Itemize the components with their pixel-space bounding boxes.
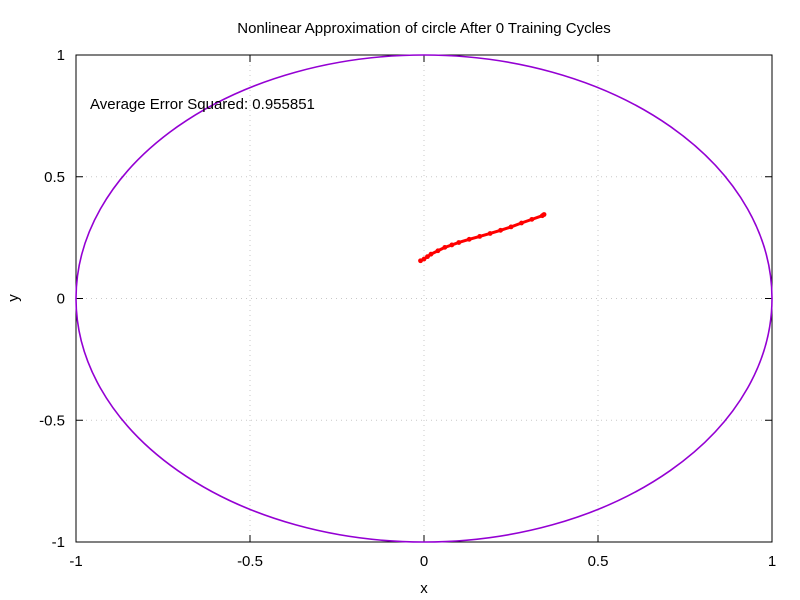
- y-tick-label: -0.5: [39, 412, 65, 429]
- circle-series-line: [75, 54, 773, 543]
- approximation-point: [477, 234, 483, 239]
- approximation-point: [421, 256, 427, 262]
- x-tick-label: 0: [420, 553, 428, 570]
- approximation-point: [449, 242, 455, 248]
- approximation-point: [425, 254, 430, 260]
- chart-title: Nonlinear Approximation of circle After …: [237, 20, 611, 37]
- approximation-point: [519, 220, 524, 226]
- approximation-point: [541, 212, 547, 217]
- x-tick-label: -1: [69, 553, 82, 570]
- x-tick-label: 1: [768, 553, 776, 570]
- axis-ticks: -1 -0.5 0 0.5 1 1 0.5 0 -0.5 -1: [39, 47, 776, 570]
- approximation-point: [428, 251, 434, 257]
- approximation-point: [456, 240, 462, 245]
- y-tick-label: 1: [57, 47, 65, 64]
- error-annotation: Average Error Squared: 0.955851: [90, 96, 315, 113]
- y-tick-label: -1: [52, 534, 65, 551]
- approximation-point: [442, 244, 448, 250]
- grid-lines: [76, 55, 772, 542]
- y-tick-label: 0: [57, 291, 65, 308]
- x-tick-label: 0.5: [588, 553, 609, 570]
- approximation-point: [487, 231, 493, 236]
- approximation-series-line: [419, 212, 546, 263]
- x-tick-label: -0.5: [237, 553, 263, 570]
- approximation-point: [508, 224, 514, 230]
- approximation-point: [466, 236, 472, 242]
- approximation-point: [435, 248, 441, 254]
- plot-frame: [75, 54, 773, 543]
- y-axis-label: y: [5, 294, 22, 302]
- approximation-point: [529, 216, 535, 222]
- series-layer: [75, 54, 773, 543]
- y-tick-label: 0.5: [44, 169, 65, 186]
- approximation-point: [498, 227, 503, 233]
- x-axis-label: x: [420, 580, 428, 597]
